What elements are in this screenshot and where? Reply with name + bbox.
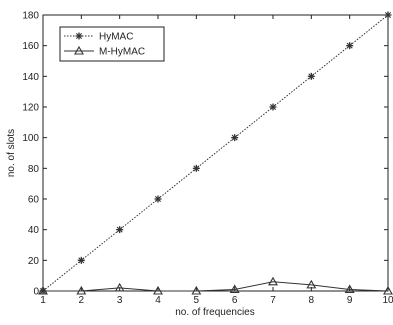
y-tick-label: 20 — [28, 256, 40, 267]
x-tick-label: 8 — [309, 295, 315, 306]
x-tick-label: 6 — [232, 295, 238, 306]
legend: HyMAC M-HyMAC — [59, 26, 165, 62]
x-tick-label: 5 — [194, 295, 200, 306]
data-point-triangle — [344, 284, 355, 294]
y-tick-label: 180 — [22, 11, 39, 22]
legend-label: M-HyMAC — [99, 47, 145, 58]
series-line-m-hymac — [43, 281, 389, 292]
data-point-triangle — [306, 279, 317, 289]
data-point-triangle — [76, 285, 87, 295]
y-axis-ticks: 0 20 40 60 80 100 120 140 160 180 — [22, 11, 388, 298]
data-point-star — [192, 164, 200, 172]
x-tick-label: 9 — [347, 295, 353, 306]
data-point-star — [75, 32, 83, 40]
y-tick-label: 160 — [22, 41, 39, 52]
data-point-star — [269, 103, 277, 111]
data-point-triangle — [74, 45, 84, 55]
x-tick-label: 10 — [382, 295, 393, 306]
series-layer — [38, 11, 393, 295]
data-point-triangle — [191, 285, 202, 295]
x-tick-label: 2 — [79, 295, 85, 306]
data-point-star — [116, 226, 124, 234]
data-point-triangle — [38, 285, 48, 295]
data-point-triangle — [153, 285, 163, 295]
data-point-triangle — [268, 276, 278, 286]
data-point-triangle — [383, 285, 393, 295]
data-point-star — [77, 256, 85, 264]
x-tick-label: 4 — [155, 295, 161, 306]
data-point-star — [346, 42, 354, 50]
data-point-triangle — [229, 284, 240, 294]
y-tick-label: 40 — [28, 225, 40, 236]
data-point-star — [384, 11, 392, 19]
y-tick-label: 120 — [22, 103, 39, 114]
x-tick-label: 1 — [40, 295, 46, 306]
y-tick-label: 80 — [28, 164, 40, 175]
x-axis-label: no. of frequencies — [175, 307, 255, 318]
data-point-star — [154, 195, 162, 203]
y-tick-label: 60 — [28, 195, 40, 206]
x-tick-label: 3 — [117, 295, 123, 306]
y-tick-label: 140 — [22, 72, 39, 83]
y-tick-label: 100 — [22, 133, 39, 144]
y-axis-label: no. of slots — [6, 129, 17, 177]
x-tick-label: 7 — [270, 295, 276, 306]
data-point-star — [307, 72, 315, 80]
legend-label: HyMAC — [99, 32, 133, 43]
y-tick-label: 0 — [33, 287, 39, 298]
legend-box — [59, 26, 165, 62]
data-point-star — [231, 134, 239, 142]
data-point-triangle — [114, 282, 125, 292]
